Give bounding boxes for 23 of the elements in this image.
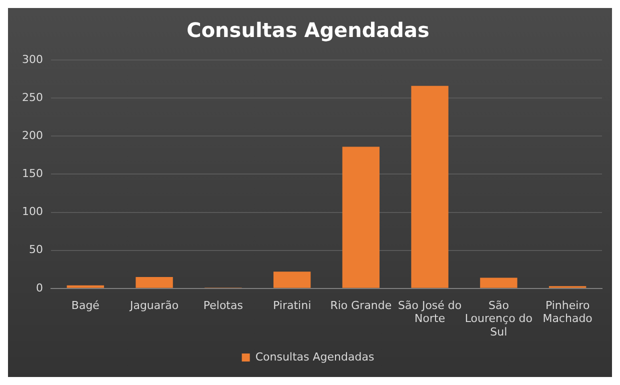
bar	[66, 285, 104, 288]
y-tick-label: 250	[22, 90, 43, 104]
x-tick-label: Rio Grande	[330, 298, 392, 312]
y-tick-label: 0	[36, 281, 43, 294]
x-tick-label: Pinheiro Machado	[542, 298, 593, 326]
bar	[136, 276, 173, 288]
y-tick-label: 300	[22, 52, 43, 66]
bar	[273, 272, 311, 288]
bar	[342, 146, 380, 288]
y-tick-label: 150	[22, 167, 43, 180]
x-tick-label: São José do Norte	[398, 298, 462, 326]
x-tick-label: Jaguarão	[128, 298, 179, 312]
bar	[480, 278, 518, 288]
legend-label: Consultas Agendadas	[255, 350, 374, 364]
bar	[411, 86, 448, 288]
x-tick-label: Bagé	[71, 298, 100, 312]
y-tick-label: 100	[22, 205, 43, 218]
y-tick-label: 50	[28, 243, 43, 256]
chart-title: Consultas Agendadas	[186, 18, 430, 42]
x-tick-label: Piratini	[273, 298, 312, 312]
x-tick-label: São Lourenço do Sul	[464, 298, 533, 338]
y-tick-label: 200	[22, 128, 43, 142]
x-tick-label: Pelotas	[203, 298, 244, 312]
